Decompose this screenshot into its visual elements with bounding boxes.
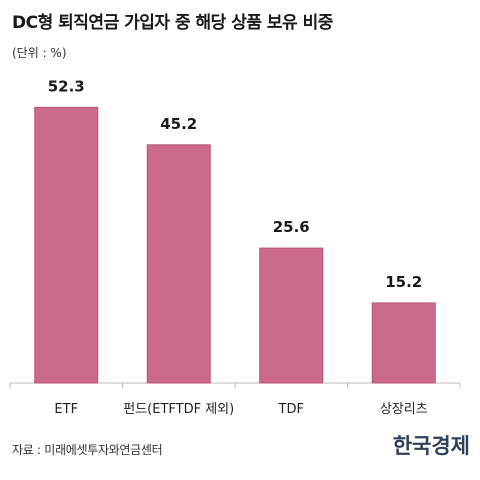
category-label: TDF	[278, 402, 304, 417]
data-label: 25.6	[273, 218, 310, 236]
data-label: 45.2	[160, 115, 197, 133]
source-note: 자료 : 미래에셋투자와연금센터	[12, 443, 163, 457]
publisher-logo: 한국경제	[392, 433, 470, 458]
category-label: ETF	[54, 402, 78, 417]
data-label: 52.3	[48, 77, 85, 95]
data-label: 15.2	[385, 273, 422, 291]
bar	[34, 106, 99, 384]
unit-label: (단위 : %)	[12, 46, 67, 60]
category-label: 상장리츠	[380, 402, 428, 417]
bar	[371, 302, 436, 384]
chart-title: DC형 퇴직연금 가입자 중 해당 상품 보유 비중	[12, 13, 333, 33]
bar	[146, 144, 211, 384]
bar	[259, 247, 324, 384]
category-label: 펀드(ETFTDF 제외)	[123, 402, 234, 417]
